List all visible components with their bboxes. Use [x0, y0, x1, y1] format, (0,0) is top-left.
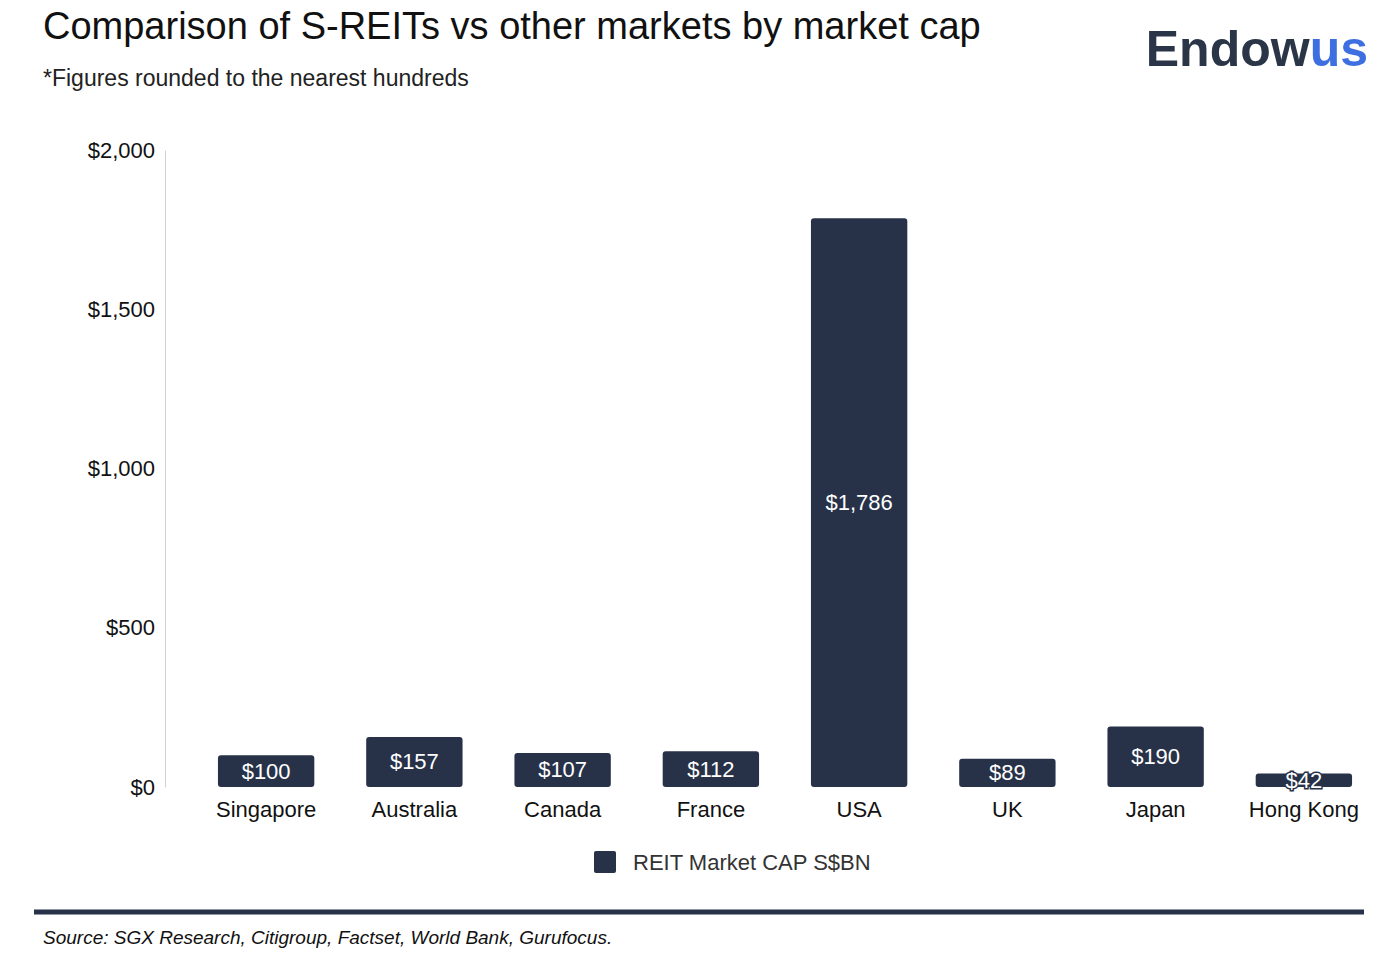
- subtitle: *Figures rounded to the nearest hundreds: [43, 65, 469, 91]
- y-tick: $1,500: [88, 297, 165, 322]
- x-tick: USA: [837, 787, 883, 822]
- logo: Endowus: [1146, 21, 1368, 77]
- y-axis-line: [165, 151, 166, 788]
- logo-part: Endow: [1146, 21, 1310, 77]
- bars: [218, 218, 1352, 787]
- y-tick-label: $2,000: [88, 138, 155, 163]
- x-axis: Singapore Australia Canada France USA UK Japan…: [216, 787, 1359, 822]
- chart: Comparison of S-REITs vs other markets b…: [0, 0, 1396, 970]
- x-tick: Singapore: [216, 787, 316, 822]
- data-label: $1,786: [825, 490, 892, 515]
- bar: [663, 751, 759, 787]
- y-tick-label: $500: [106, 615, 155, 640]
- legend-label: REIT Market CAP S$BN: [633, 850, 871, 875]
- x-tick-label: Australia: [372, 797, 458, 822]
- y-tick: $500: [106, 615, 165, 640]
- x-tick-label: USA: [837, 797, 883, 822]
- x-tick: Australia: [372, 787, 458, 822]
- y-tick: $2,000: [88, 138, 165, 163]
- y-tick-label: $1,000: [88, 456, 155, 481]
- data-label: $157: [390, 749, 439, 774]
- legend-swatch: [594, 851, 616, 873]
- x-tick: Japan: [1126, 787, 1186, 822]
- x-tick-label: France: [677, 797, 745, 822]
- x-tick: UK: [992, 787, 1023, 822]
- y-tick: $0: [131, 775, 165, 800]
- x-tick-label: Japan: [1126, 797, 1186, 822]
- y-tick: $1,000: [88, 456, 165, 481]
- x-tick-label: Hong Kong: [1249, 797, 1359, 822]
- title: Comparison of S-REITs vs other markets b…: [43, 5, 981, 47]
- data-label: $89: [989, 760, 1026, 785]
- logo-part: us: [1310, 21, 1368, 77]
- data-label: $190: [1131, 744, 1180, 769]
- bar: [811, 218, 907, 787]
- x-tick-label: Singapore: [216, 797, 316, 822]
- legend: REIT Market CAP S$BN: [594, 850, 871, 875]
- footer-rule: [34, 910, 1364, 915]
- bar: [218, 755, 314, 787]
- y-tick-label: $1,500: [88, 297, 155, 322]
- bar: [959, 759, 1055, 787]
- y-tick-label: $0: [131, 775, 155, 800]
- data-label: $100: [242, 759, 291, 784]
- bar: [366, 737, 462, 787]
- x-tick: France: [677, 787, 745, 822]
- data-label: $112: [687, 757, 734, 782]
- bar: [514, 753, 610, 787]
- y-axis: $0 $500 $1,000 $1,500 $2,000: [88, 138, 166, 800]
- x-tick-label: Canada: [524, 797, 602, 822]
- x-tick: Canada: [524, 787, 602, 822]
- x-tick-label: UK: [992, 797, 1023, 822]
- source: Source: SGX Research, Citigroup, Factset…: [43, 927, 612, 948]
- data-label: $107: [538, 757, 587, 782]
- data-label: $42: [1286, 768, 1323, 793]
- bar: [1107, 726, 1203, 787]
- data-labels: $100 $157 $107 $112 $1,786 $89 $190 $42: [242, 490, 1323, 793]
